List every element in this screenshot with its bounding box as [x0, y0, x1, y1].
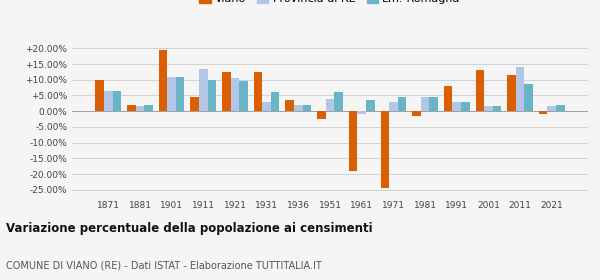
- Bar: [199, 69, 208, 111]
- Bar: [516, 67, 524, 111]
- Bar: [302, 105, 311, 111]
- Bar: [389, 102, 398, 111]
- Bar: [507, 75, 516, 111]
- Bar: [461, 102, 470, 111]
- Bar: [113, 91, 121, 111]
- Bar: [380, 111, 389, 188]
- Bar: [127, 105, 136, 111]
- Bar: [271, 92, 280, 111]
- Bar: [317, 111, 326, 119]
- Bar: [398, 97, 406, 111]
- Legend: Viano, Provincia di RE, Em.-Romagna: Viano, Provincia di RE, Em.-Romagna: [195, 0, 465, 9]
- Bar: [262, 102, 271, 111]
- Bar: [539, 111, 547, 114]
- Bar: [159, 50, 167, 111]
- Bar: [444, 86, 452, 111]
- Bar: [326, 99, 334, 111]
- Bar: [349, 111, 358, 171]
- Bar: [254, 72, 262, 111]
- Bar: [556, 105, 565, 111]
- Bar: [452, 102, 461, 111]
- Bar: [493, 106, 501, 111]
- Bar: [484, 106, 493, 111]
- Bar: [95, 80, 104, 111]
- Bar: [136, 106, 144, 111]
- Bar: [286, 100, 294, 111]
- Bar: [412, 111, 421, 116]
- Bar: [144, 105, 153, 111]
- Bar: [366, 100, 374, 111]
- Bar: [208, 80, 216, 111]
- Bar: [547, 106, 556, 111]
- Bar: [222, 72, 231, 111]
- Text: Variazione percentuale della popolazione ai censimenti: Variazione percentuale della popolazione…: [6, 222, 373, 235]
- Bar: [421, 97, 429, 111]
- Bar: [334, 92, 343, 111]
- Bar: [167, 76, 176, 111]
- Bar: [358, 111, 366, 114]
- Bar: [104, 91, 113, 111]
- Bar: [239, 81, 248, 111]
- Bar: [294, 105, 302, 111]
- Bar: [524, 85, 533, 111]
- Bar: [429, 97, 438, 111]
- Bar: [231, 78, 239, 111]
- Bar: [476, 70, 484, 111]
- Bar: [176, 76, 184, 111]
- Text: COMUNE DI VIANO (RE) - Dati ISTAT - Elaborazione TUTTITALIA.IT: COMUNE DI VIANO (RE) - Dati ISTAT - Elab…: [6, 261, 322, 271]
- Bar: [190, 97, 199, 111]
